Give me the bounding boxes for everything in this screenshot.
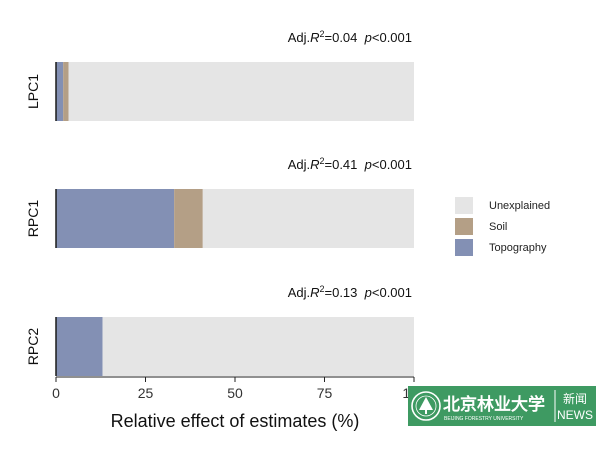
bar-lpc1-topography <box>56 62 64 121</box>
legend-swatch-topography <box>455 239 473 256</box>
legend-swatch-soil <box>455 218 473 235</box>
watermark-english-name: BEIJING FORESTRY UNIVERSITY <box>444 416 524 422</box>
annotation-rpc2: Adj.R2=0.13 p<0.001 <box>288 284 412 300</box>
legend-label-topography: Topography <box>489 242 547 254</box>
bar-lpc1-unexplained <box>68 62 414 121</box>
university-emblem-icon <box>411 391 441 421</box>
bar-rpc2-unexplained <box>102 317 414 376</box>
legend-label-soil: Soil <box>489 221 507 233</box>
x-tick-label-50: 50 <box>227 385 243 401</box>
labels-layer: LPC1 Adj.R2=0.04 p<0.001 RPC1 Adj.R2=0.41 p… <box>25 29 412 365</box>
row-label-rpc2: RPC2 <box>25 328 41 366</box>
x-tick-label-25: 25 <box>138 385 154 401</box>
x-axis: 0255075100 <box>52 376 426 401</box>
bar-rpc1-soil <box>174 189 203 248</box>
bar-rpc2-topography <box>56 317 103 376</box>
x-tick-label-75: 75 <box>317 385 333 401</box>
x-tick-label-0: 0 <box>52 385 60 401</box>
row-label-rpc1: RPC1 <box>25 200 41 238</box>
bars-layer <box>55 62 414 376</box>
legend: Unexplained Soil Topography <box>455 197 550 256</box>
watermark-news-english: NEWS <box>557 408 593 422</box>
bar-rpc1-topography <box>56 189 175 248</box>
annotation-rpc1: Adj.R2=0.41 p<0.001 <box>288 156 412 172</box>
bar-lpc1-soil <box>63 62 69 121</box>
x-axis-label: Relative effect of estimates (%) <box>111 411 360 431</box>
legend-swatch-unexplained <box>455 197 473 214</box>
row-label-lpc1: LPC1 <box>25 74 41 109</box>
watermark-news-chinese: 新闻 <box>563 391 587 406</box>
bar-rpc1-unexplained <box>202 189 414 248</box>
watermark: 北京林业大学 BEIJING FORESTRY UNIVERSITY 新闻 NE… <box>408 386 596 426</box>
watermark-chinese-name: 北京林业大学 <box>443 394 545 415</box>
annotation-lpc1: Adj.R2=0.04 p<0.001 <box>288 29 412 45</box>
legend-label-unexplained: Unexplained <box>489 200 550 212</box>
